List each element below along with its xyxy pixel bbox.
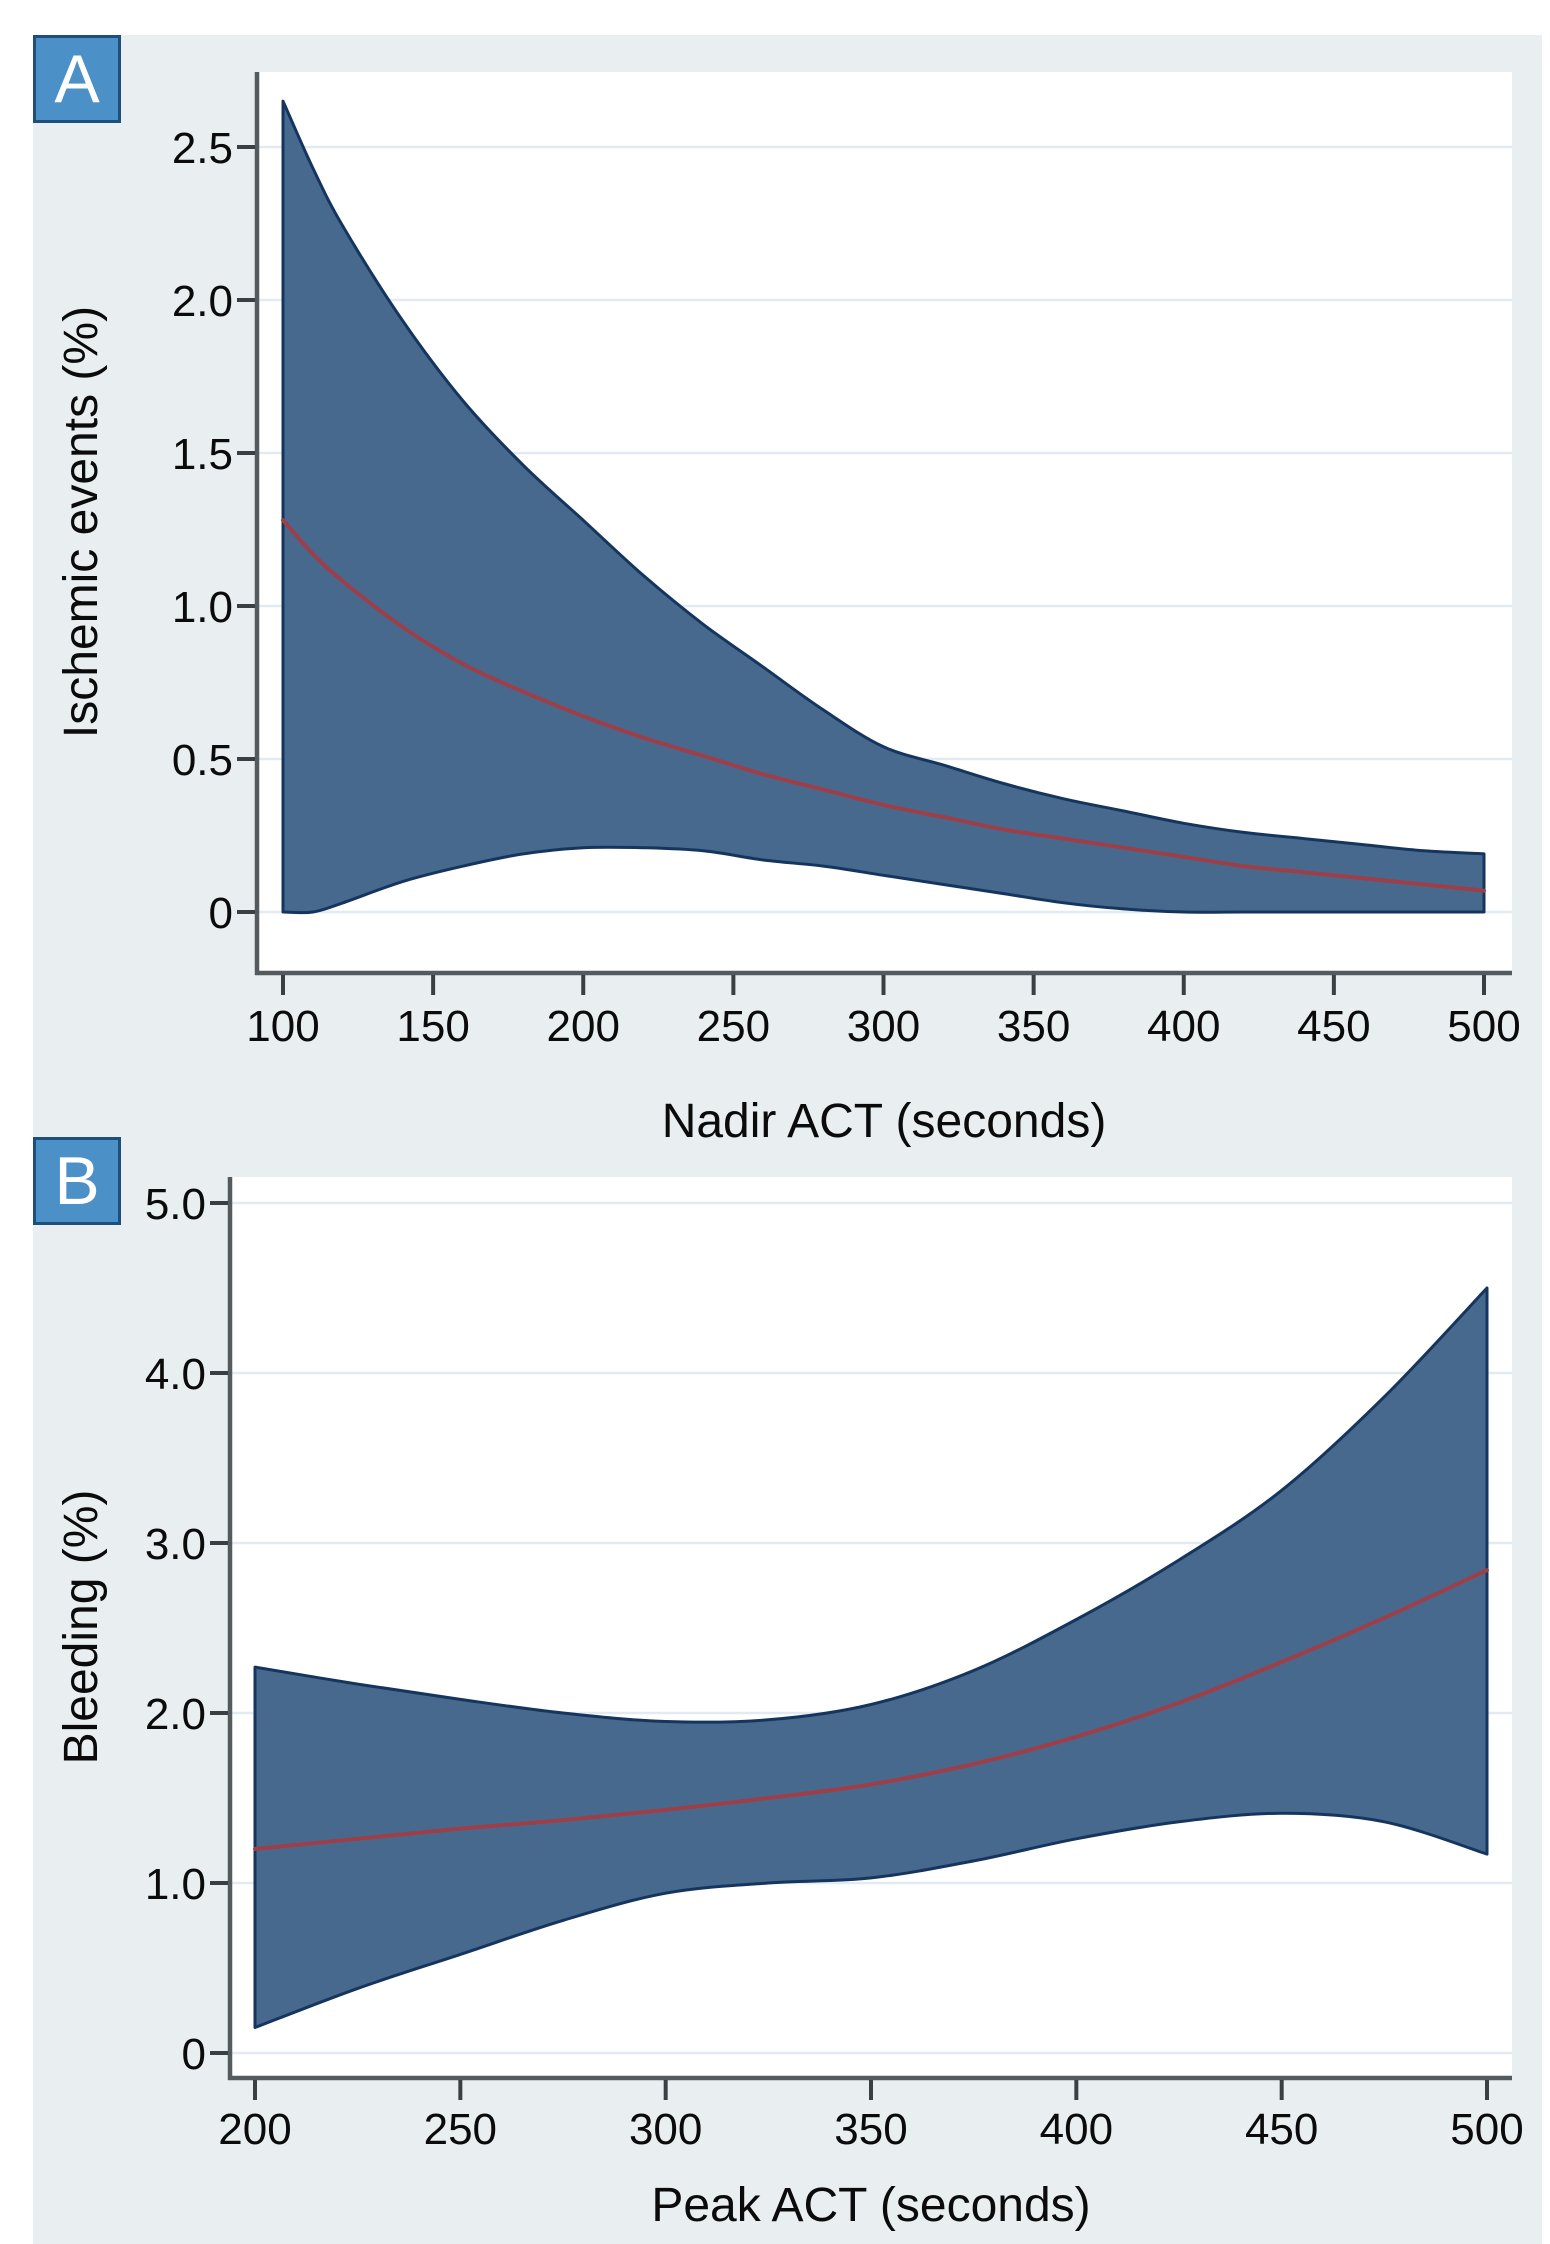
panel-b-y-tick-label: 0 (182, 2030, 206, 2079)
panel-b-y-axis-title: Bleeding (%) (55, 1489, 108, 1765)
panel-b-x-tick-label: 300 (629, 2105, 702, 2154)
panel-a-y-tick-label: 0 (209, 889, 233, 938)
panel-a-x-tick-label: 200 (547, 1002, 620, 1051)
panel-a-x-tick-label: 250 (697, 1002, 770, 1051)
panel-a-y-tick-label: 2.0 (172, 277, 233, 326)
panel-a-y-axis-title: Ischemic events (%) (55, 305, 108, 739)
panel-b-y-tick-label: 2.0 (145, 1690, 206, 1739)
panel-a-estimate-line (281, 518, 1486, 893)
panel-b-ci-band (253, 1286, 1489, 2029)
panel-b-y-tick-label: 5.0 (145, 1180, 206, 1229)
panel-a-ci-band (281, 99, 1486, 915)
panel-b-estimate-line (253, 1568, 1489, 1851)
panel-a-x-tick-label: 150 (396, 1002, 469, 1051)
panel-b-x-tick-label: 200 (218, 2105, 291, 2154)
panel-b-x-axis-title: Peak ACT (seconds) (651, 2179, 1091, 2232)
panel-b-y-tick-label: 3.0 (145, 1520, 206, 1569)
panel-b-badge: B (33, 1137, 121, 1225)
panel-a-x-axis-title: Nadir ACT (seconds) (661, 1095, 1107, 1148)
panel-b-y-tick-label: 4.0 (145, 1350, 206, 1399)
panel-b-x-tick-label: 500 (1450, 2105, 1523, 2154)
panel-a-x-tick-label: 100 (246, 1002, 319, 1051)
panel-b-x-tick-label: 350 (834, 2105, 907, 2154)
panel-a-badge: A (33, 35, 121, 123)
panel-a-x-tick-label: 400 (1147, 1002, 1220, 1051)
panel-b-x-tick-label: 250 (424, 2105, 497, 2154)
panel-a-y-tick-label: 2.5 (172, 124, 233, 173)
panel-a-x-tick-label: 300 (847, 1002, 920, 1051)
panel-b-y-tick-label: 1.0 (145, 1860, 206, 1909)
panel-a-x-tick-label: 450 (1297, 1002, 1370, 1051)
panel-b-x-tick-label: 450 (1245, 2105, 1318, 2154)
panel-a-x-tick-label: 500 (1447, 1002, 1520, 1051)
panel-a-y-tick-label: 0.5 (172, 736, 233, 785)
panel-a-y-tick-label: 1.5 (172, 430, 233, 479)
panel-a-y-tick-label: 1.0 (172, 583, 233, 632)
panel-a-x-tick-label: 350 (997, 1002, 1070, 1051)
panel-b-x-tick-label: 400 (1040, 2105, 1113, 2154)
